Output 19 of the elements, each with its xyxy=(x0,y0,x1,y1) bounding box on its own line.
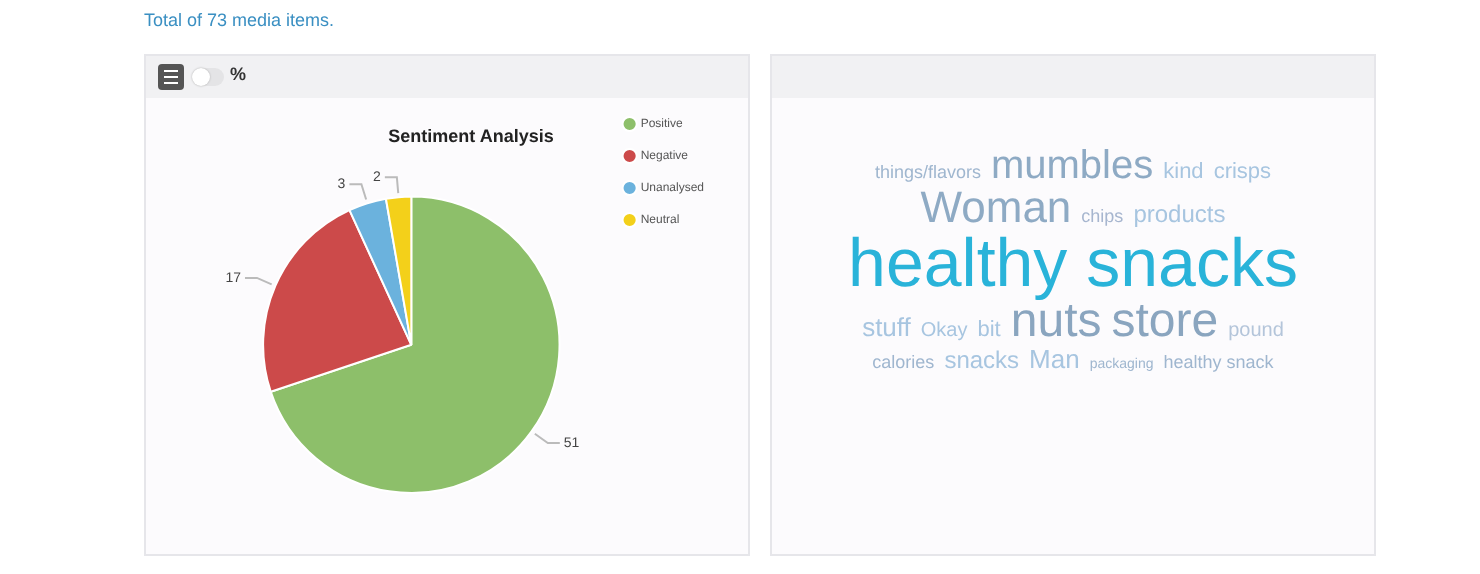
text: things/flavors xyxy=(874,162,981,182)
text: kind xyxy=(1163,160,1204,184)
text: Total of 73 media items. xyxy=(144,10,335,30)
text: Woman xyxy=(920,182,1072,232)
text: stuff xyxy=(862,312,911,342)
text: bit xyxy=(977,318,1001,342)
chart-title: Sentiment Analysis xyxy=(388,125,554,146)
text: crisps xyxy=(1213,160,1272,184)
text: products xyxy=(1133,200,1226,228)
text: snacks xyxy=(944,346,1020,374)
text: Okay xyxy=(920,320,968,342)
text: Man xyxy=(1029,344,1080,374)
text: pound xyxy=(1228,320,1284,342)
toolbar: % xyxy=(146,56,748,98)
text: calories xyxy=(872,352,935,372)
text: store xyxy=(1111,294,1219,348)
text: chips xyxy=(1081,206,1124,226)
text: mumbles xyxy=(990,144,1154,188)
text: healthy snack xyxy=(1163,352,1274,372)
